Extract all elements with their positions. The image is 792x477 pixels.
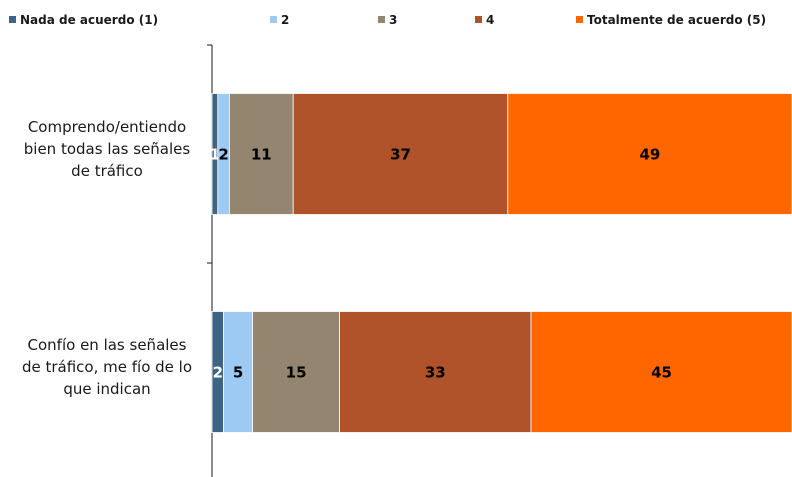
data-label-1-3: 11: [251, 146, 272, 164]
bar-segment-2-5: [530, 311, 792, 433]
bar-segment-2-4: [339, 311, 532, 433]
legend-label-4: 4: [486, 13, 494, 27]
data-label-2-4: 33: [425, 364, 446, 382]
bar-segment-1-4: [292, 93, 509, 215]
legend-label-2: 2: [281, 13, 289, 27]
legend-swatch-4: [475, 16, 482, 23]
category-axis: Comprendo/entiendo bien todas las señales…: [22, 44, 213, 477]
category-label-1: Comprendo/entiendo bien todas las señales…: [24, 118, 191, 180]
data-label-1-1: 1: [210, 146, 220, 164]
data-label-2-1: 2: [213, 364, 223, 382]
legend-label-3: 3: [389, 13, 397, 27]
data-label-1-5: 49: [639, 146, 660, 164]
legend-label-1: Nada de acuerdo (1): [20, 13, 158, 27]
legend-swatch-3: [378, 16, 385, 23]
data-label-2-5: 45: [651, 364, 672, 382]
legend: Nada de acuerdo (1) 2 3 4 Totalmente de acue…: [9, 13, 766, 27]
data-label-1-4: 37: [390, 146, 411, 164]
data-label-2-2: 5: [233, 364, 243, 382]
category-label-2: Confío en las señales de tráfico, me fío …: [22, 336, 192, 398]
data-label-1-2: 2: [218, 146, 228, 164]
data-label-2-3: 15: [286, 364, 307, 382]
legend-swatch-5: [576, 16, 583, 23]
bar-segment-1-5: [507, 93, 792, 215]
legend-swatch-2: [270, 16, 277, 23]
plot-area: 12 11 37 492 5 15 33 45: [210, 93, 792, 433]
legend-swatch-1: [9, 16, 16, 23]
legend-label-5: Totalmente de acuerdo (5): [587, 13, 766, 27]
